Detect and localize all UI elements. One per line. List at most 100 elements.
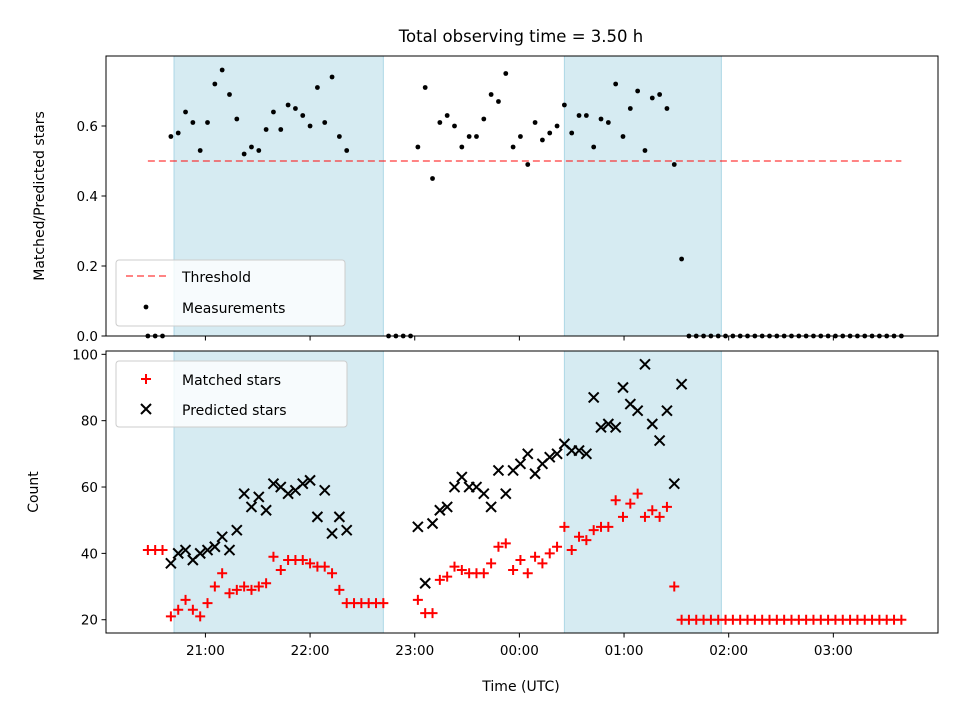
measurement-point — [300, 113, 306, 118]
matched-stars-point — [319, 561, 330, 572]
legend-measurements-label: Measurements — [182, 301, 285, 317]
y-tick-label: 20 — [81, 613, 98, 629]
y-tick-label: 0.6 — [77, 119, 98, 135]
predicted-stars-point — [492, 464, 505, 477]
matched-stars-point — [478, 568, 489, 579]
ratio-legend: Threshold Measurements — [115, 259, 346, 327]
y-tick-label: 80 — [81, 414, 98, 430]
predicted-stars-point — [485, 501, 497, 513]
predicted-stars-point — [448, 481, 461, 493]
matched-stars-point — [442, 571, 453, 582]
measurement-point — [583, 113, 589, 118]
matched-stars-point — [500, 538, 511, 549]
x-tick-label: 00:00 — [500, 643, 539, 659]
measurement-point — [510, 144, 516, 150]
measurement-point — [227, 92, 232, 97]
matched-stars-point — [530, 551, 541, 562]
matched-stars-point — [378, 598, 389, 609]
legend-measurements-swatch — [143, 304, 149, 310]
matched-stars-point — [566, 545, 577, 556]
matched-stars-point — [157, 545, 168, 556]
measurement-point — [496, 99, 501, 104]
predicted-stars-point — [602, 418, 615, 430]
predicted-stars-point — [267, 477, 280, 490]
predicted-stars-point — [165, 557, 177, 570]
matched-stars-point — [456, 564, 467, 575]
count-panel: 21:00 22:00 23:00 00:00 01:00 02:00 03:00 20 40… — [26, 347, 939, 659]
measurement-point — [576, 113, 582, 118]
matched-stars-point — [217, 568, 228, 579]
count-y-ticks: 20 40 60 80 100 — [72, 347, 106, 629]
matched-stars-point — [537, 558, 548, 569]
predicted-stars-point — [617, 381, 629, 394]
predicted-stars-point — [282, 487, 294, 500]
predicted-stars-point — [333, 511, 346, 523]
matched-stars-point — [202, 598, 213, 609]
measurement-point — [336, 134, 342, 139]
predicted-stars-point — [434, 504, 446, 516]
matched-stars-point — [427, 608, 438, 619]
count-x-ticks: 21:00 22:00 23:00 00:00 01:00 02:00 03:00 — [186, 633, 853, 659]
matched-stars-point — [669, 581, 680, 592]
predicted-stars-point — [311, 511, 324, 523]
measurement-point — [518, 134, 523, 139]
measurement-point — [671, 162, 677, 167]
measurement-point — [613, 81, 619, 87]
y-tick-label: 100 — [72, 347, 98, 363]
predicted-stars-point — [209, 541, 221, 553]
measurement-point — [197, 148, 203, 153]
predicted-stars-point — [326, 527, 338, 540]
predicted-stars-point — [595, 421, 607, 434]
measurement-point — [256, 148, 262, 153]
matched-stars-point — [412, 594, 423, 605]
count-legend: Matched stars Predicted stars — [115, 360, 348, 428]
measurement-point — [344, 148, 350, 153]
measurement-point — [175, 130, 181, 136]
measurement-point — [205, 120, 210, 125]
predicted-stars-point — [544, 451, 556, 463]
measurement-point — [315, 85, 320, 90]
measurement-point — [452, 123, 457, 129]
measurement-point — [212, 81, 218, 87]
measurement-point — [642, 148, 648, 153]
predicted-stars-point — [260, 504, 272, 516]
predicted-stars-point — [297, 477, 309, 490]
predicted-stars-point — [172, 547, 184, 560]
predicted-stars-point — [441, 501, 453, 513]
legend-frame — [115, 259, 346, 327]
count-points — [142, 358, 907, 625]
observing-window-2 — [563, 55, 722, 337]
matched-stars-point — [239, 581, 250, 592]
measurement-point — [329, 74, 335, 80]
measurement-point — [415, 144, 421, 150]
measurement-point — [657, 92, 663, 97]
measurement-point — [466, 134, 472, 139]
measurement-point — [183, 109, 188, 115]
measurement-point — [271, 109, 276, 115]
y-tick-label: 60 — [81, 480, 98, 496]
matched-stars-point — [544, 548, 555, 559]
predicted-stars-point — [201, 544, 214, 556]
matched-stars-point — [617, 511, 628, 522]
measurement-point — [444, 113, 450, 118]
predicted-stars-point — [587, 391, 600, 404]
matched-stars-point — [231, 584, 242, 595]
y-tick-label: 0.2 — [77, 259, 98, 275]
x-tick-label: 01:00 — [605, 643, 644, 659]
y-tick-label: 40 — [81, 546, 98, 562]
x-tick-label: 02:00 — [709, 643, 748, 659]
predicted-stars-point — [668, 477, 680, 490]
observing-window-2 — [563, 350, 722, 634]
predicted-stars-point — [661, 405, 673, 417]
predicted-stars-point — [179, 544, 192, 556]
matched-stars-point — [559, 521, 570, 532]
ratio-y-axis-label: Matched/Predicted stars — [32, 111, 48, 281]
measurement-point — [605, 120, 611, 125]
matched-stars-point — [305, 558, 316, 569]
y-tick-label: 0.0 — [77, 329, 98, 345]
predicted-stars-point — [340, 524, 353, 536]
measurement-point — [554, 123, 560, 129]
x-tick-label: 22:00 — [291, 643, 330, 659]
predicted-stars-point — [419, 577, 431, 589]
measurement-point — [234, 116, 240, 122]
